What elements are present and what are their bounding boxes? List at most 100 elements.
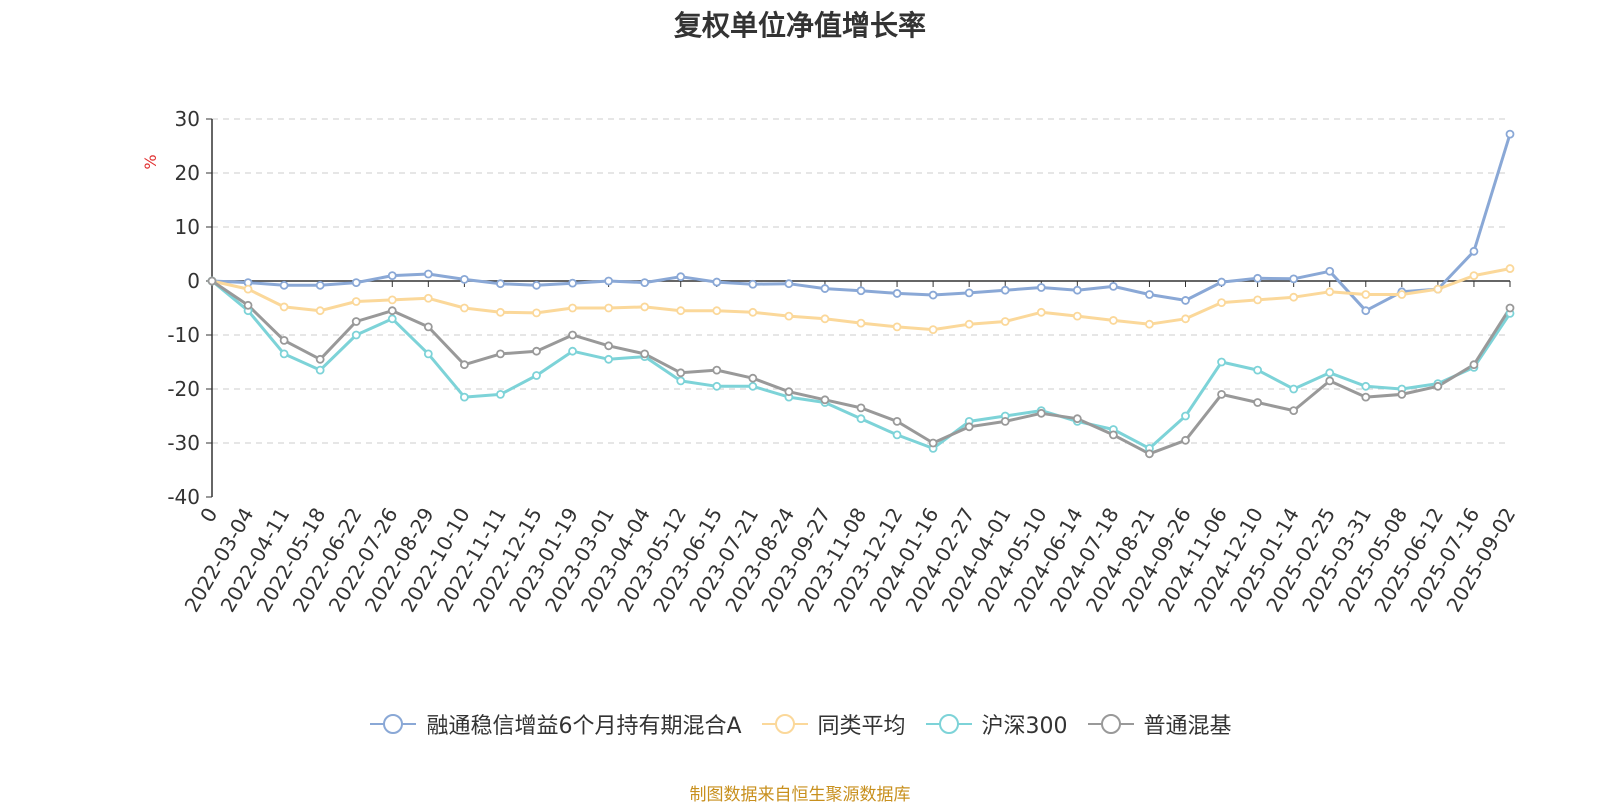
data-point bbox=[568, 330, 577, 340]
data-point bbox=[1181, 435, 1190, 445]
legend-marker-icon bbox=[1087, 714, 1134, 734]
data-point bbox=[423, 269, 433, 279]
data-point bbox=[856, 403, 866, 413]
data-point bbox=[928, 290, 938, 300]
data-point bbox=[748, 279, 758, 289]
data-point bbox=[1108, 430, 1118, 440]
data-point bbox=[964, 288, 974, 298]
legend-label: 融通稳信增益6个月持有期混合A bbox=[426, 714, 742, 739]
data-point bbox=[892, 416, 902, 426]
data-point bbox=[459, 360, 469, 370]
data-point bbox=[1000, 285, 1010, 295]
data-point bbox=[712, 365, 722, 375]
data-point bbox=[1217, 357, 1226, 367]
data-point bbox=[423, 293, 433, 303]
data-point bbox=[784, 387, 794, 397]
data-point bbox=[1289, 274, 1299, 284]
data-point bbox=[1072, 285, 1082, 295]
data-point bbox=[928, 438, 938, 448]
data-point bbox=[1397, 389, 1407, 399]
legend-marker-icon bbox=[370, 714, 417, 734]
data-point bbox=[1397, 290, 1407, 299]
source-note: 制图数据来自恒生聚源数据库 bbox=[689, 785, 911, 805]
data-point bbox=[784, 311, 794, 321]
data-point bbox=[604, 341, 614, 351]
data-point bbox=[1325, 376, 1335, 386]
y-tick-label: 10 bbox=[175, 215, 200, 239]
data-point bbox=[1289, 384, 1299, 394]
data-point bbox=[1145, 449, 1154, 459]
data-point bbox=[568, 303, 577, 313]
data-point bbox=[1145, 290, 1154, 299]
data-point bbox=[1181, 314, 1190, 324]
data-point bbox=[748, 307, 758, 317]
data-point bbox=[640, 278, 650, 288]
data-point bbox=[315, 306, 325, 316]
axes bbox=[206, 118, 1511, 498]
data-point bbox=[1036, 307, 1046, 317]
data-point bbox=[1325, 287, 1335, 297]
data-point bbox=[1217, 298, 1226, 308]
legend-marker-icon bbox=[761, 714, 808, 734]
data-point bbox=[496, 349, 505, 359]
data-point bbox=[604, 276, 614, 286]
legend-label: 普通混基 bbox=[1143, 714, 1232, 739]
data-point bbox=[1000, 416, 1010, 426]
data-point bbox=[279, 349, 289, 359]
data-point bbox=[784, 279, 794, 289]
data-point bbox=[243, 300, 253, 310]
data-point bbox=[1108, 281, 1118, 291]
data-point bbox=[532, 280, 541, 290]
data-point bbox=[351, 297, 361, 306]
data-point bbox=[1181, 411, 1190, 421]
data-point bbox=[496, 307, 505, 317]
y-tick-label: -40 bbox=[167, 485, 200, 509]
data-point bbox=[279, 280, 289, 290]
data-point bbox=[496, 389, 505, 399]
data-point bbox=[1217, 277, 1226, 287]
data-point bbox=[1217, 389, 1226, 399]
data-point bbox=[1469, 246, 1479, 256]
legend-item[interactable]: 沪深300 bbox=[924, 708, 1068, 740]
data-point bbox=[1253, 365, 1263, 375]
data-point bbox=[315, 280, 325, 290]
legend-label: 沪深300 bbox=[981, 714, 1068, 739]
data-point bbox=[676, 272, 686, 282]
data-point bbox=[820, 284, 830, 293]
legend-item[interactable]: 同类平均 bbox=[760, 708, 906, 740]
y-tick-label: -30 bbox=[167, 431, 200, 455]
legend-item[interactable]: 普通混基 bbox=[1086, 708, 1232, 740]
data-point bbox=[387, 271, 397, 281]
tick-labels: 3020100-10-20-30-40%02022-03-042022-04-1… bbox=[141, 107, 1520, 616]
data-point bbox=[532, 346, 541, 356]
data-point bbox=[1181, 296, 1190, 305]
data-point bbox=[1253, 295, 1263, 305]
data-point bbox=[1361, 381, 1371, 391]
data-point bbox=[1036, 283, 1046, 292]
data-point bbox=[1361, 290, 1371, 299]
data-point bbox=[387, 295, 397, 305]
data-point bbox=[1505, 129, 1515, 139]
data-point bbox=[315, 354, 325, 364]
data-point bbox=[1505, 303, 1515, 313]
data-point bbox=[1145, 319, 1154, 329]
data-point bbox=[1361, 306, 1371, 316]
data-point bbox=[459, 392, 469, 402]
data-point bbox=[928, 325, 938, 335]
data-point bbox=[1289, 292, 1299, 302]
data-point bbox=[1325, 266, 1335, 276]
data-point bbox=[496, 279, 505, 289]
data-point bbox=[712, 277, 722, 287]
x-tick-label: 0 bbox=[195, 504, 222, 527]
data-point bbox=[279, 302, 289, 312]
data-point bbox=[207, 276, 217, 286]
legend-item[interactable]: 融通稳信增益6个月持有期混合A bbox=[368, 708, 742, 740]
data-point bbox=[1505, 264, 1515, 273]
legend-label: 同类平均 bbox=[817, 714, 906, 739]
data-point bbox=[279, 335, 289, 345]
data-point bbox=[1433, 381, 1443, 391]
series-lines bbox=[207, 129, 1515, 459]
legend: 融通稳信增益6个月持有期混合A 同类平均 沪深300 普通混基 bbox=[0, 708, 1600, 740]
data-point bbox=[640, 349, 650, 359]
data-point bbox=[1469, 360, 1479, 370]
